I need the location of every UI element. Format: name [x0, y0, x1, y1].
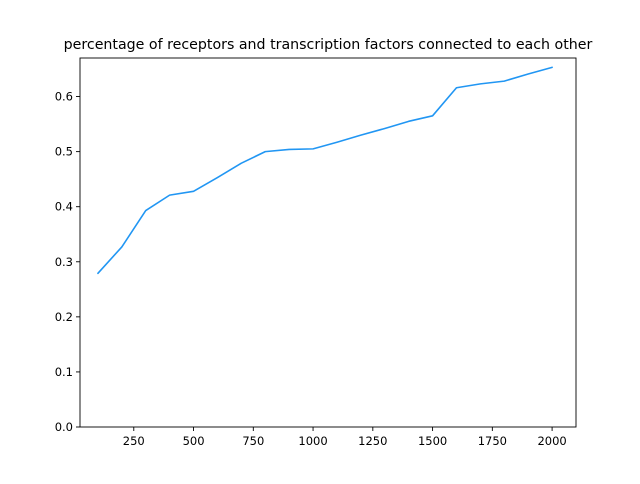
y-tick-label: 0.2 [55, 310, 73, 324]
x-tick-label: 1250 [358, 434, 387, 448]
y-tick-label: 0.4 [55, 200, 73, 214]
axes-frame [79, 57, 577, 428]
y-tick-label: 0.6 [55, 90, 73, 104]
x-tick-label: 250 [123, 434, 145, 448]
y-tick-label: 0.0 [55, 420, 73, 434]
series-line-1 [97, 66, 553, 275]
x-tick-label: 750 [242, 434, 264, 448]
chart-title: percentage of receptors and transcriptio… [64, 37, 593, 53]
x-tick-label: 500 [183, 434, 205, 448]
y-tick-label: 0.1 [55, 365, 73, 379]
x-tick-label: 1750 [478, 434, 507, 448]
x-tick-label: 1500 [418, 434, 447, 448]
x-tick-label: 1000 [298, 434, 327, 448]
y-tick-label: 0.5 [55, 145, 73, 159]
x-tick-label: 2000 [537, 434, 566, 448]
axes: 250 500 750 1000 1250 1500 1750 2000 0.0 0.1 0.2 0.… [55, 57, 577, 448]
plot-area [97, 66, 553, 275]
y-tick-label: 0.3 [55, 255, 73, 269]
